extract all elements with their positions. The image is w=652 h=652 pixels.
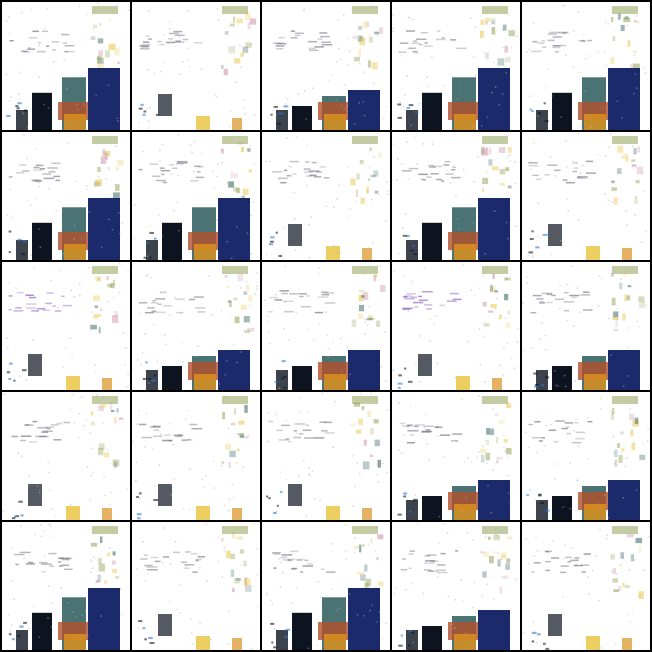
sample-image — [2, 392, 130, 520]
sample-image — [132, 262, 260, 390]
sample-tile — [522, 262, 650, 390]
sample-image — [132, 392, 260, 520]
sample-tile — [2, 262, 130, 390]
sample-tile — [132, 132, 260, 260]
sample-image — [392, 262, 520, 390]
sample-image — [132, 2, 260, 130]
sample-tile — [522, 132, 650, 260]
sample-image — [262, 132, 390, 260]
sample-image — [262, 522, 390, 650]
sample-tile — [262, 262, 390, 390]
sample-tile — [132, 392, 260, 520]
sample-tile — [262, 522, 390, 650]
sample-tile — [2, 522, 130, 650]
sample-image — [522, 262, 650, 390]
sample-tile — [522, 392, 650, 520]
sample-image — [2, 522, 130, 650]
sample-image — [392, 2, 520, 130]
sample-tile — [262, 132, 390, 260]
sample-image — [262, 262, 390, 390]
sample-tile — [132, 262, 260, 390]
sample-image — [132, 132, 260, 260]
sample-image — [262, 2, 390, 130]
sample-image — [392, 132, 520, 260]
sample-image — [392, 392, 520, 520]
sample-image — [2, 132, 130, 260]
sample-image — [522, 522, 650, 650]
sample-tile — [392, 522, 520, 650]
sample-tile — [522, 522, 650, 650]
sample-tile — [392, 262, 520, 390]
sample-tile — [132, 2, 260, 130]
sample-tile — [392, 2, 520, 130]
sample-tile — [2, 132, 130, 260]
sample-image — [392, 522, 520, 650]
sample-tile — [392, 392, 520, 520]
sample-tile — [392, 132, 520, 260]
sample-tile — [522, 2, 650, 130]
sample-image — [522, 132, 650, 260]
sample-image — [262, 392, 390, 520]
sample-image — [522, 392, 650, 520]
sample-image — [2, 2, 130, 130]
sample-tile — [132, 522, 260, 650]
sample-tile — [2, 2, 130, 130]
sample-image — [522, 2, 650, 130]
sample-tile — [2, 392, 130, 520]
sample-image — [2, 262, 130, 390]
sample-tile — [262, 392, 390, 520]
sample-image — [132, 522, 260, 650]
sample-tile — [262, 2, 390, 130]
